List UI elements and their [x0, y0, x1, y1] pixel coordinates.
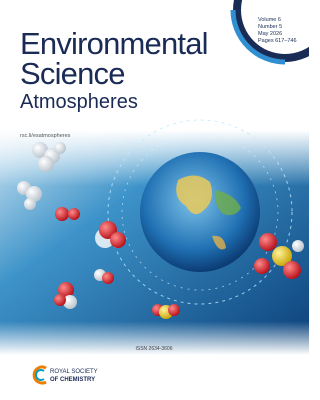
publisher-name: ROYAL SOCIETY: [50, 369, 98, 375]
issue-date: May 2026: [258, 31, 282, 37]
publisher-name: OF CHEMISTRY: [50, 377, 95, 383]
title-line: Science: [20, 56, 125, 91]
issue-volume: Volume 6: [258, 17, 281, 23]
journal-cover: Volume 6 Number 5 May 2026 Pages 617–746…: [0, 0, 309, 400]
title-line: Atmospheres: [20, 91, 138, 113]
issue-number: Number 5: [258, 24, 282, 30]
issue-pages: Pages 617–746: [258, 38, 297, 44]
issn: ISSN 2634-3606: [136, 346, 173, 352]
journal-url: rsc.li/esatmospheres: [20, 133, 71, 139]
rsc-logo: [34, 367, 46, 383]
